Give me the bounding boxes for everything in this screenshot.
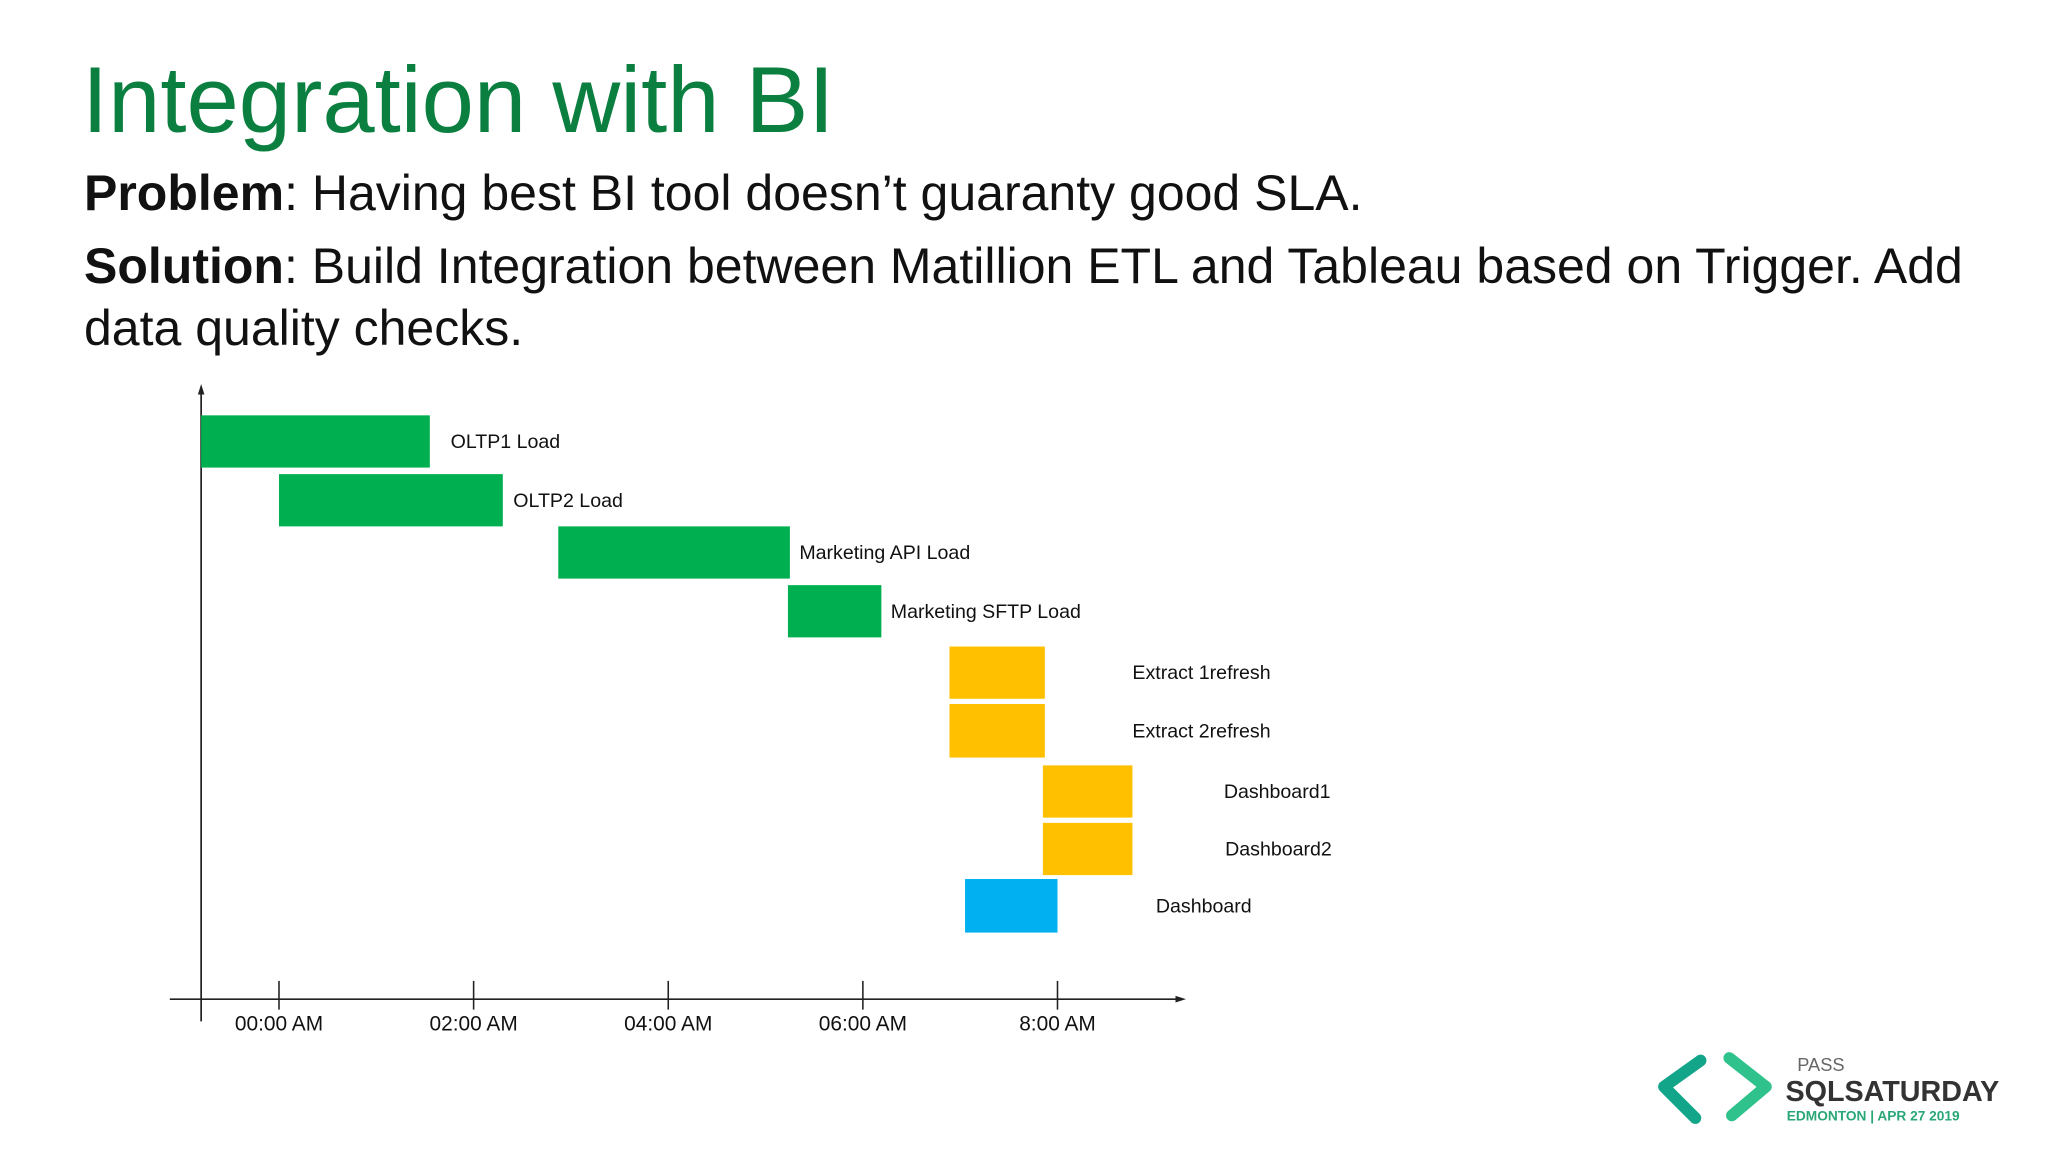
task-bar bbox=[787, 585, 882, 638]
logo-pass: PASS bbox=[1797, 1054, 1844, 1075]
logo-event: EDMONTON | APR 27 2019 bbox=[1787, 1109, 1960, 1124]
solution-text: : Build Integration between Matillion ET… bbox=[84, 238, 1963, 356]
logo-name: SQLSATURDAY bbox=[1785, 1076, 1999, 1108]
task-bar bbox=[949, 704, 1045, 758]
x-tick-label: 8:00 AM bbox=[1019, 1013, 1096, 1036]
logo-chevron-right bbox=[1723, 1052, 1772, 1122]
task-bar bbox=[1042, 765, 1133, 818]
x-tick-label: 00:00 AM bbox=[235, 1013, 323, 1036]
x-tick-label: 06:00 AM bbox=[819, 1013, 907, 1036]
x-tick-label: 02:00 AM bbox=[430, 1013, 518, 1036]
task-bar bbox=[278, 474, 503, 527]
task-bar bbox=[558, 526, 790, 579]
solution-label: Solution bbox=[84, 238, 284, 294]
task-label: Extract 2refresh bbox=[1132, 720, 1270, 742]
task-label: OLTP1 Load bbox=[451, 431, 561, 453]
task-label: Dashboard2 bbox=[1225, 839, 1332, 861]
problem-label: Problem bbox=[84, 165, 285, 221]
logo: PASS SQLSATURDAY EDMONTON | APR 27 2019 bbox=[1658, 1052, 1999, 1124]
problem-line: Problem: Having best BI tool doesn’t gua… bbox=[84, 162, 2014, 224]
task-label: OLTP2 Load bbox=[513, 490, 623, 512]
slide-title: Integration with BI bbox=[82, 47, 835, 152]
task-label: Marketing API Load bbox=[799, 542, 970, 564]
task-label: Marketing SFTP Load bbox=[891, 601, 1081, 623]
y-axis-arrow bbox=[197, 384, 205, 395]
x-axis-arrow bbox=[1175, 995, 1186, 1003]
task-label: Extract 1refresh bbox=[1132, 662, 1270, 684]
logo-chevron-left bbox=[1658, 1054, 1707, 1124]
task-label: Dashboard1 bbox=[1224, 781, 1331, 803]
task-bar bbox=[965, 879, 1058, 933]
task-label: Dashboard bbox=[1156, 895, 1252, 917]
task-bar bbox=[201, 415, 430, 468]
x-tick-label: 04:00 AM bbox=[624, 1013, 712, 1036]
task-bar bbox=[1042, 822, 1133, 876]
solution-line: Solution: Build Integration between Mati… bbox=[84, 235, 2014, 359]
problem-text: : Having best BI tool doesn’t guaranty g… bbox=[284, 165, 1363, 221]
task-bar bbox=[949, 646, 1045, 699]
